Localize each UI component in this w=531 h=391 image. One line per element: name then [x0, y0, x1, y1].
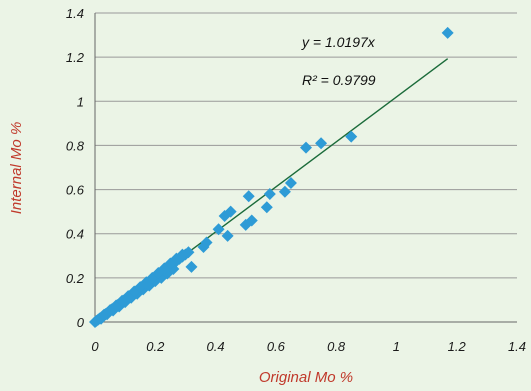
gridlines: [95, 12, 517, 279]
data-point: [300, 141, 312, 154]
data-point: [284, 176, 297, 189]
data-point: [278, 185, 291, 198]
y-tick-label: 1.2: [66, 50, 85, 65]
data-points: [89, 26, 454, 328]
data-point: [212, 223, 225, 236]
axes: [94, 13, 517, 323]
y-axis-title: Internal Mo %: [8, 122, 25, 215]
data-point: [441, 26, 454, 39]
data-point: [176, 248, 189, 261]
x-tick-labels: 0 0.2 0.4 0.6 0.8 1 1.2 1.4: [91, 339, 526, 354]
data-point: [263, 187, 276, 200]
trendline-equation: y = 1.0197x: [301, 34, 376, 50]
data-point: [260, 201, 273, 214]
data-point: [200, 236, 213, 249]
data-point: [315, 137, 328, 150]
data-point: [245, 214, 258, 227]
data-point: [185, 260, 198, 273]
x-tick-label: 0.4: [207, 339, 225, 354]
y-tick-label: 0.4: [66, 227, 84, 242]
y-tick-label: 1.4: [66, 6, 84, 21]
x-tick-label: 0.6: [267, 339, 286, 354]
y-tick-label: 1: [77, 94, 84, 109]
data-point: [224, 205, 237, 218]
x-tick-label: 0: [91, 339, 99, 354]
y-tick-label: 0.8: [66, 138, 85, 153]
x-axis-title: Original Mo %: [259, 369, 353, 386]
data-point: [242, 190, 255, 203]
x-tick-label: 0.8: [327, 339, 346, 354]
x-tick-label: 0.2: [146, 339, 165, 354]
y-tick-label: 0: [77, 315, 85, 330]
y-tick-labels: 0 0.2 0.4 0.6 0.8 1 1.2 1.4: [66, 6, 85, 330]
data-point: [345, 130, 358, 143]
data-point: [221, 229, 234, 242]
r-squared-label: R² = 0.9799: [302, 72, 376, 88]
x-tick-label: 1: [393, 339, 400, 354]
y-tick-label: 0.2: [66, 271, 85, 286]
x-tick-label: 1.2: [448, 339, 467, 354]
y-tick-label: 0.6: [66, 183, 85, 198]
x-tick-label: 1.4: [508, 339, 526, 354]
